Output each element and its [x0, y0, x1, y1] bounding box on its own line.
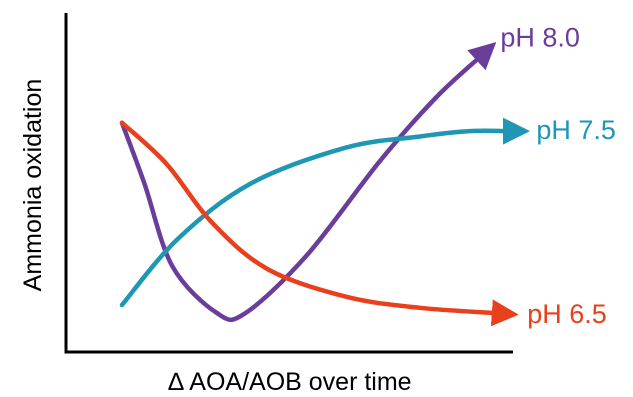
series-label-ph-6-5: pH 6.5 — [527, 299, 607, 329]
series-line-ph-6-5 — [119, 120, 519, 327]
y-axis-title: Ammonia oxidation — [19, 79, 47, 292]
x-axis-title: ∆ AOA/AOB over time — [168, 368, 411, 396]
series-line-ph-7-5 — [119, 117, 530, 308]
series-layer — [119, 41, 530, 327]
series-line-ph-8-0 — [119, 41, 497, 323]
series-label-layer: pH 8.0 pH 7.5 pH 6.5 — [500, 23, 616, 330]
series-label-ph-8-0: pH 8.0 — [500, 23, 580, 53]
series-label-ph-7-5: pH 7.5 — [536, 115, 616, 145]
